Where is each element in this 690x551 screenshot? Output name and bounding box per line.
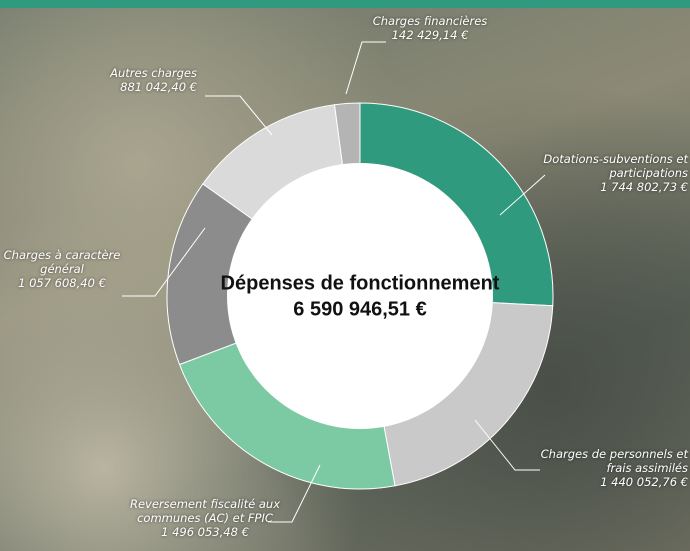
page: Dépenses de fonctionnement 6 590 946,51 … (0, 0, 690, 551)
category-name: Reversement fiscalité aux communes (AC) … (110, 497, 300, 525)
leader-line (346, 42, 386, 94)
leader-line (205, 96, 272, 135)
chart-total: 6 590 946,51 € (293, 298, 426, 320)
category-name: Dotations-subventions et participations (538, 152, 688, 180)
category-name: Charges à caractère général (0, 248, 124, 276)
category-name: Charges de personnels et frais assimilés (528, 447, 688, 475)
value-label: 881 042,40 € (95, 80, 197, 94)
segment-label: Charges de personnels et frais assimilés… (528, 447, 688, 489)
category-name: Autres charges (95, 66, 197, 80)
value-label: 1 744 802,73 € (538, 180, 688, 194)
value-label: 142 429,14 € (372, 28, 488, 42)
value-label: 1 496 053,48 € (110, 525, 300, 539)
category-name: Charges financières (372, 14, 488, 28)
value-label: 1 440 052,76 € (528, 475, 688, 489)
chart-title: Dépenses de fonctionnement (221, 272, 500, 294)
value-label: 1 057 608,40 € (0, 276, 124, 290)
segment-label: Reversement fiscalité aux communes (AC) … (110, 497, 300, 539)
donut-hole (227, 163, 493, 429)
